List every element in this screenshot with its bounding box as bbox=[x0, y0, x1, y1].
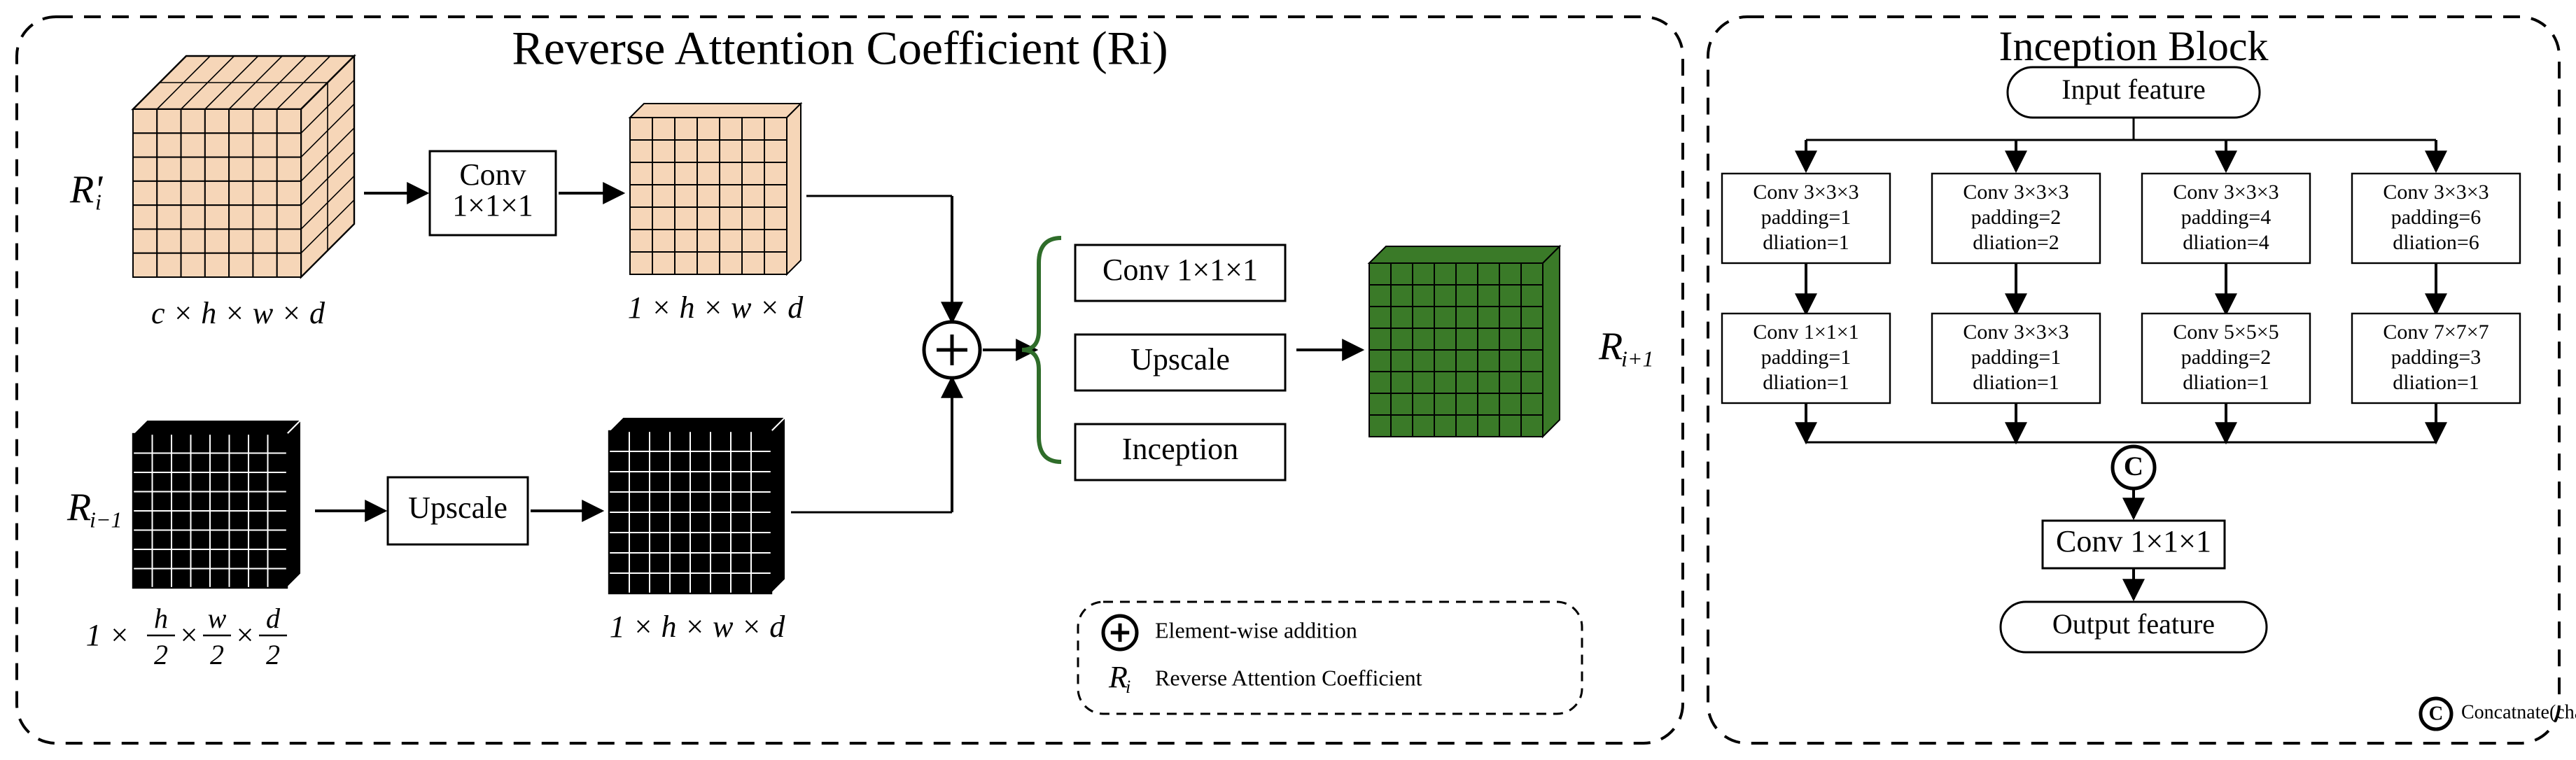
svg-text:Conv 1×1×1: Conv 1×1×1 bbox=[2056, 524, 2211, 558]
svg-text:Input feature: Input feature bbox=[2062, 73, 2205, 105]
svg-text:1×1×1: 1×1×1 bbox=[452, 188, 533, 223]
svg-text:R: R bbox=[1598, 325, 1623, 368]
svg-text:Conv 1×1×1: Conv 1×1×1 bbox=[1102, 253, 1258, 287]
svg-text:Conv 5×5×5padding=2dliation=1: Conv 5×5×5padding=2dliation=1 bbox=[2173, 321, 2278, 394]
svg-text:i−1: i−1 bbox=[90, 507, 122, 532]
dim-fractions: 1 × h 2 × w 2 × d 2 bbox=[86, 603, 287, 670]
svg-text:i+1: i+1 bbox=[1621, 346, 1653, 371]
svg-text:Conv 3×3×3padding=1dliation=1: Conv 3×3×3padding=1dliation=1 bbox=[1963, 321, 2068, 394]
svg-text:d: d bbox=[266, 603, 281, 634]
svg-text:1 ×: 1 × bbox=[86, 618, 130, 652]
svg-text:Conv 1×1×1padding=1dliation=1: Conv 1×1×1padding=1dliation=1 bbox=[1753, 321, 1858, 394]
svg-text:Reverse Attention Coefficient: Reverse Attention Coefficient (Ri) bbox=[512, 22, 1168, 75]
left-panel: Reverse Attention Coefficient (Ri)R'ic ×… bbox=[66, 22, 1653, 714]
svg-text:2: 2 bbox=[210, 639, 224, 670]
svg-text:Conv: Conv bbox=[459, 157, 526, 192]
svg-text:R: R bbox=[66, 486, 91, 529]
svg-text:×: × bbox=[181, 618, 198, 652]
svg-text:Upscale: Upscale bbox=[1130, 342, 1230, 377]
svg-text:Inception: Inception bbox=[1122, 432, 1238, 466]
svg-text:Inception Block: Inception Block bbox=[1999, 23, 2269, 69]
right-panel: Inception Block Input feature Conv 3×3×3pa… bbox=[1722, 23, 2576, 729]
svg-text:Output feature: Output feature bbox=[2052, 608, 2215, 640]
svg-text:R: R bbox=[1108, 660, 1128, 694]
svg-text:c × h × w × d: c × h × w × d bbox=[151, 296, 326, 330]
svg-text:Conv 3×3×3padding=6dliation=6: Conv 3×3×3padding=6dliation=6 bbox=[2383, 181, 2488, 254]
svg-text:2: 2 bbox=[266, 639, 280, 670]
svg-text:1 × h × w × d: 1 × h × w × d bbox=[610, 610, 785, 644]
svg-text:×: × bbox=[237, 618, 254, 652]
svg-text:Conv 3×3×3padding=4dliation=4: Conv 3×3×3padding=4dliation=4 bbox=[2173, 181, 2278, 254]
svg-text:2: 2 bbox=[154, 639, 168, 670]
svg-text:Reverse Attention Coefficient: Reverse Attention Coefficient bbox=[1155, 665, 1422, 690]
svg-text:Conv 7×7×7padding=3dliation=1: Conv 7×7×7padding=3dliation=1 bbox=[2383, 321, 2488, 394]
svg-text:i: i bbox=[1126, 677, 1130, 697]
svg-text:C: C bbox=[2124, 451, 2143, 481]
svg-text:Upscale: Upscale bbox=[408, 491, 507, 525]
svg-text:Conv 3×3×3padding=2dliation=2: Conv 3×3×3padding=2dliation=2 bbox=[1963, 181, 2068, 254]
svg-text:Element-wise addition: Element-wise addition bbox=[1155, 617, 1357, 642]
svg-text:C: C bbox=[2429, 703, 2444, 725]
svg-text:w: w bbox=[208, 603, 227, 634]
svg-text:i: i bbox=[95, 189, 102, 214]
svg-text:Conv 3×3×3padding=1dliation=1: Conv 3×3×3padding=1dliation=1 bbox=[1753, 181, 1858, 254]
svg-text:h: h bbox=[154, 603, 168, 634]
svg-text:1 × h × w × d: 1 × h × w × d bbox=[628, 290, 804, 325]
